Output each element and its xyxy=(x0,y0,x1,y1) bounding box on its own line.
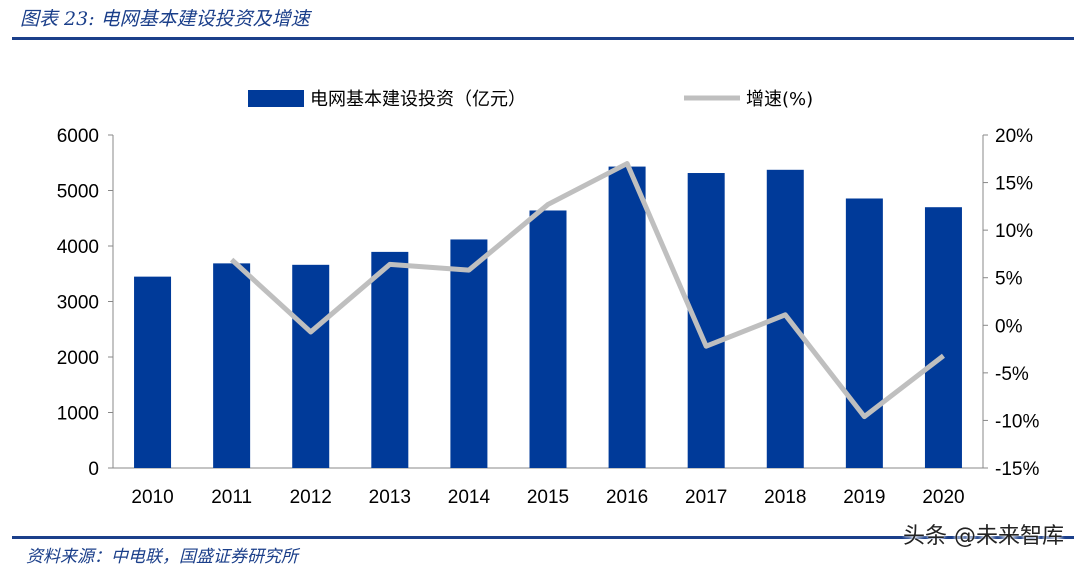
left-tick-label: 4000 xyxy=(57,237,99,258)
bar xyxy=(924,207,962,468)
right-tick-label: -10% xyxy=(995,411,1039,432)
left-tick-label: 6000 xyxy=(57,126,99,147)
top-rule xyxy=(12,37,1074,40)
right-tick-label: -15% xyxy=(995,459,1039,480)
bar xyxy=(608,166,646,468)
x-tick-label: 2015 xyxy=(527,487,569,508)
x-tick-label: 2014 xyxy=(448,487,491,508)
x-tick-label: 2012 xyxy=(290,487,332,508)
x-tick-label: 2018 xyxy=(764,487,806,508)
right-tick-label: 0% xyxy=(995,316,1023,337)
ticks: 0 1000 2000 3000 4000 5000 6000 -15% -10% -5% 0% 5%… xyxy=(57,126,1040,508)
x-tick-label: 2016 xyxy=(606,487,648,508)
right-tick-label: 5% xyxy=(995,269,1023,290)
source-note: 资料来源：中电联，国盛证券研究所 xyxy=(26,547,298,567)
left-tick-label: 5000 xyxy=(57,182,99,203)
bar xyxy=(134,276,172,468)
bar xyxy=(213,263,251,468)
left-tick-label: 0 xyxy=(88,459,99,480)
watermark: 头条 @未来智库 xyxy=(903,524,1064,549)
x-tick-label: 2017 xyxy=(685,487,727,508)
legend: 电网基本建设投资（亿元） 增速(%) xyxy=(248,89,813,110)
chart: 电网基本建设投资（亿元） 增速(%) 0 1000 2000 3000 4000 5000… xyxy=(57,89,1040,508)
left-tick-label: 1000 xyxy=(57,404,99,425)
bar xyxy=(371,251,409,468)
x-tick-label: 2019 xyxy=(843,487,885,508)
bars xyxy=(134,166,962,469)
legend-bar-swatch xyxy=(248,90,304,107)
bar xyxy=(450,239,488,468)
right-tick-label: 20% xyxy=(995,126,1033,147)
legend-line-label: 增速(%) xyxy=(746,89,813,110)
right-tick-label: 10% xyxy=(995,221,1033,242)
right-tick-label: -5% xyxy=(995,364,1029,385)
left-tick-label: 3000 xyxy=(57,293,99,314)
bar xyxy=(292,264,330,468)
chart-title: 图表 23: 电网基本建设投资及增速 xyxy=(20,8,310,30)
bar xyxy=(845,198,883,468)
x-tick-label: 2011 xyxy=(211,487,252,508)
growth-line-path xyxy=(229,161,945,420)
x-tick-label: 2013 xyxy=(369,487,411,508)
x-tick-label: 2010 xyxy=(131,487,173,508)
bar xyxy=(529,210,567,469)
x-tick-label: 2020 xyxy=(922,487,964,508)
growth-line xyxy=(229,161,945,420)
left-tick-label: 2000 xyxy=(57,348,99,369)
legend-bar-label: 电网基本建设投资（亿元） xyxy=(310,89,526,110)
right-tick-label: 15% xyxy=(995,174,1033,195)
bottom-rule xyxy=(12,536,1074,539)
